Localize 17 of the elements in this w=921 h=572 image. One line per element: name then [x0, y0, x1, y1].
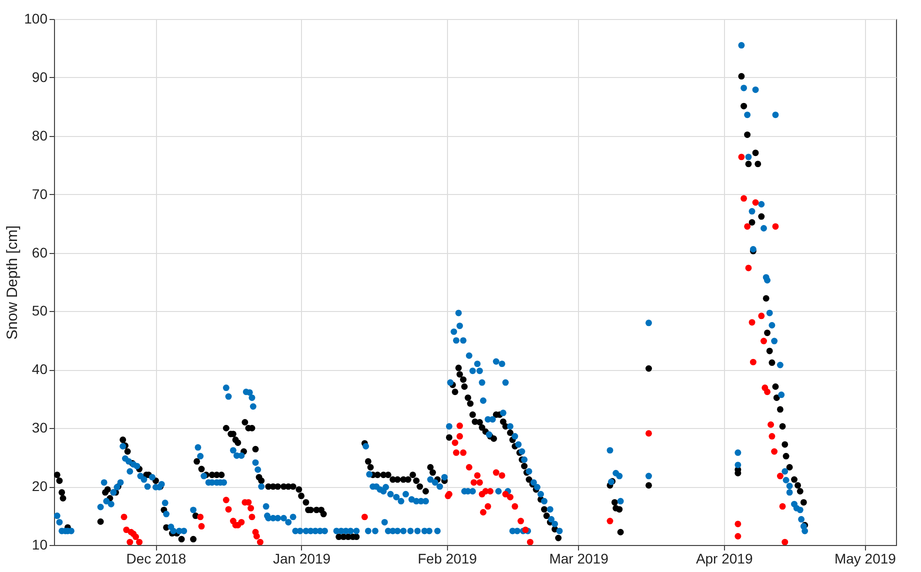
y-tick-label: 10 — [32, 536, 48, 552]
y-tick-label: 30 — [32, 420, 48, 436]
x-tick-label: Feb 2019 — [418, 550, 478, 566]
x-tick-label: Dec 2018 — [126, 550, 186, 566]
x-tick-label: May 2019 — [834, 550, 896, 566]
y-tick-label: 90 — [32, 68, 48, 85]
y-tick-label: 20 — [32, 478, 48, 494]
y-tick-label: 50 — [32, 302, 48, 319]
y-tick-label: 40 — [32, 361, 48, 378]
x-tick-label: Apr 2019 — [696, 550, 753, 566]
y-tick-label: 80 — [32, 127, 48, 144]
y-tick-label: 100 — [24, 10, 48, 26]
x-tick-label: Mar 2019 — [549, 550, 609, 566]
y-tick-label: 70 — [32, 186, 48, 202]
x-tick-label: Jan 2019 — [272, 550, 331, 566]
y-tick-label: 60 — [32, 244, 48, 260]
y-axis-title: Snow Depth [cm] — [4, 225, 22, 340]
